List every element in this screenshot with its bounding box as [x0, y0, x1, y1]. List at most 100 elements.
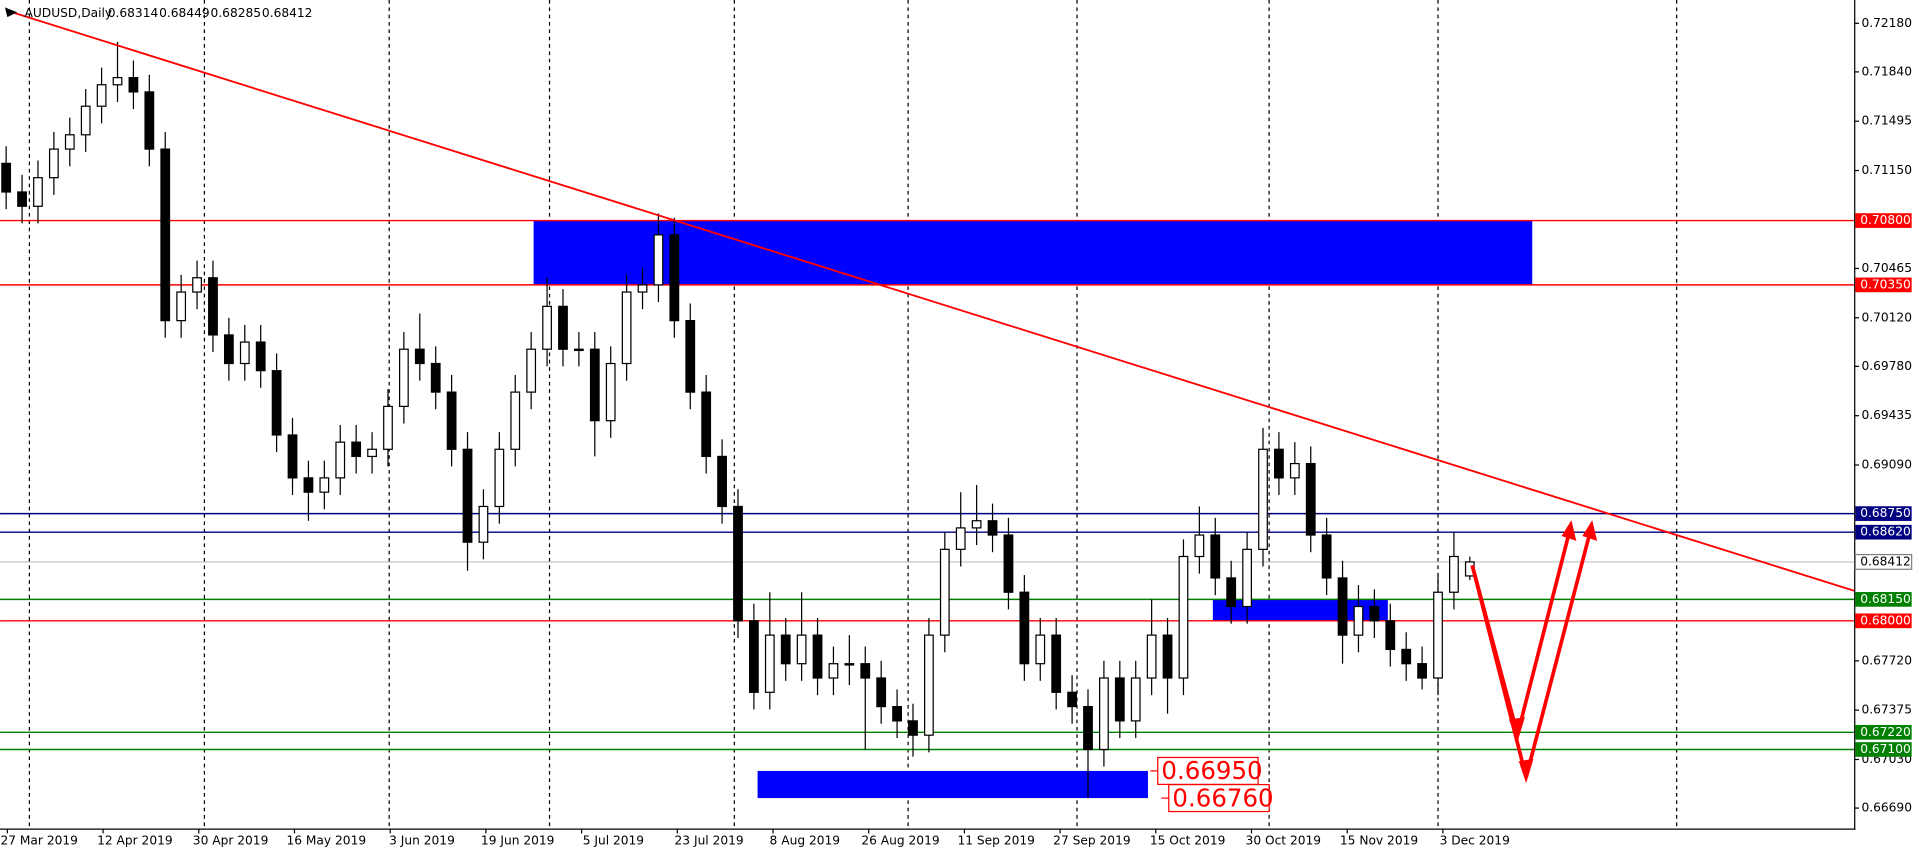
candle-body: [860, 663, 871, 679]
candle-body: [48, 148, 59, 179]
candle-body: [876, 677, 887, 708]
candle-body: [780, 634, 791, 665]
x-tick-label: 23 Jul 2019: [675, 833, 744, 847]
price-axis-bg: [1854, 0, 1919, 830]
current-label: 0.68412: [1860, 554, 1911, 568]
candle-body: [589, 348, 600, 422]
y-tick-label: 0.67375: [1861, 703, 1912, 717]
candle-body: [1401, 648, 1412, 665]
x-tick-label: 3 Dec 2019: [1440, 833, 1510, 847]
level-label-bg: [1855, 213, 1912, 228]
level-label-bg: [1855, 506, 1912, 521]
x-tick-label: 8 Aug 2019: [770, 833, 841, 847]
candle-body: [96, 84, 107, 107]
y-tick-label: 0.71150: [1861, 163, 1912, 177]
x-tick-label: 30 Apr 2019: [193, 833, 269, 847]
y-tick-label: 0.71840: [1861, 64, 1912, 78]
candle-body: [1194, 534, 1205, 558]
candle-body: [1321, 534, 1332, 579]
candle-body: [764, 634, 775, 693]
candle-body: [383, 405, 393, 450]
candle-body: [192, 277, 202, 293]
candle-body: [1003, 534, 1014, 593]
level-label: 0.67220: [1860, 725, 1911, 739]
candle-body: [1369, 605, 1380, 622]
trendline: [5, 9, 1855, 592]
candle-body: [717, 455, 727, 508]
level-label: 0.68750: [1860, 506, 1911, 520]
candle-body: [398, 348, 409, 408]
candle-body: [144, 91, 155, 150]
x-tick-label: 15 Nov 2019: [1340, 833, 1418, 847]
y-tick-label: 0.69435: [1861, 408, 1912, 422]
corner-marker: [4, 7, 18, 18]
candle-body: [1258, 448, 1268, 550]
y-tick-label: 0.70465: [1861, 261, 1912, 275]
candle-body: [414, 348, 425, 365]
x-tick-label: 30 Oct 2019: [1246, 833, 1322, 847]
candle-body: [1067, 691, 1077, 708]
candle-body: [971, 520, 982, 529]
y-tick-label: 0.69780: [1861, 359, 1912, 373]
arrow-head: [1508, 717, 1525, 742]
level-label: 0.67100: [1860, 742, 1911, 756]
candle-body: [796, 634, 807, 665]
y-tick-label: 0.66690: [1861, 801, 1912, 815]
candle-body: [478, 505, 489, 543]
candle-body: [1289, 462, 1300, 479]
candle-body: [987, 520, 998, 536]
candle-body: [1162, 634, 1173, 679]
x-tick-label: 27 Sep 2019: [1053, 833, 1130, 847]
candle-body: [271, 370, 282, 436]
candle-body: [1130, 677, 1141, 722]
candle-body: [287, 434, 298, 479]
ohlc-high: 0.68449: [159, 6, 210, 20]
annotation-box: [1168, 784, 1270, 813]
x-tick-label: 19 Jun 2019: [481, 833, 555, 847]
candle-body: [812, 634, 823, 679]
axes: 0.72180 0.71840 0.71495 0.71150 0.70465 0.701…: [0, 16, 1913, 847]
candle-body: [621, 291, 632, 365]
candle-body: [924, 634, 934, 736]
candle-body: [733, 505, 743, 622]
candles: [1, 41, 1475, 799]
candle-body: [223, 334, 234, 365]
candle-body: [176, 291, 187, 322]
candle-body: [430, 362, 441, 393]
x-tick-label: 16 May 2019: [286, 833, 366, 847]
candle-body: [1226, 577, 1237, 608]
arrow-head: [1518, 758, 1534, 784]
candle-body: [1051, 634, 1062, 693]
candle-body: [939, 548, 950, 636]
candle-body: [844, 663, 855, 666]
level-label: 0.70350: [1860, 277, 1911, 291]
candle-body: [208, 277, 218, 336]
level-label-bg: [1855, 524, 1912, 540]
symbol: AUDUSD,Daily: [25, 6, 113, 20]
candle-body: [335, 441, 346, 479]
annotation-label: 0.66950: [1161, 756, 1262, 785]
candle-body: [367, 448, 377, 458]
candle-body: [1099, 677, 1109, 751]
candle-body: [462, 448, 473, 543]
candle-body: [605, 362, 616, 422]
y-tick-label: 0.72180: [1861, 16, 1912, 30]
x-tick-label: 5 Jul 2019: [583, 833, 644, 847]
candle-body: [637, 284, 648, 293]
x-tick-label: 26 Aug 2019: [861, 833, 939, 847]
candle-body: [351, 441, 362, 458]
candle-body: [1146, 634, 1157, 679]
candle-body: [685, 320, 696, 393]
candle-body: [526, 348, 537, 393]
level-label-bg: [1855, 613, 1912, 629]
arrow-head: [1582, 520, 1598, 541]
x-tick-label: 12 Apr 2019: [97, 833, 173, 847]
zone: [533, 220, 1533, 285]
ohlc-low: 0.68285: [211, 6, 262, 20]
zone: [757, 770, 1148, 799]
x-tick-label: 15 Oct 2019: [1150, 833, 1226, 847]
candle-body: [558, 305, 568, 350]
